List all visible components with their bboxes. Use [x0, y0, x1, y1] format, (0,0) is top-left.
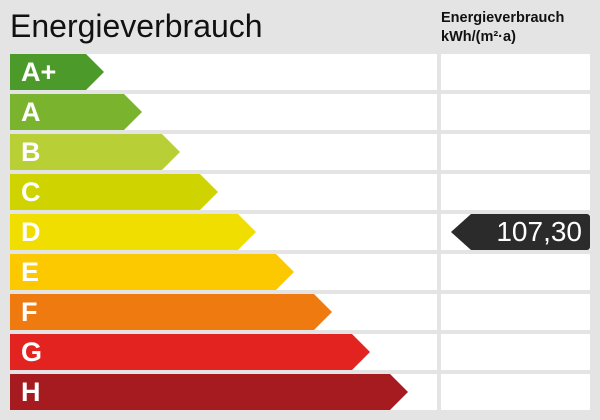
class-lane: H — [10, 374, 437, 410]
class-label: A+ — [21, 57, 57, 87]
class-arrow: B — [10, 134, 180, 170]
class-arrow: F — [10, 294, 332, 330]
class-label: D — [21, 217, 41, 247]
class-lane: A — [10, 94, 437, 130]
class-label: F — [21, 297, 38, 327]
energy-class-row: B — [10, 134, 590, 170]
value-cell — [441, 54, 590, 90]
class-arrow: D — [10, 214, 256, 250]
energy-class-row: D 107,30 — [10, 214, 590, 250]
unit-header-line2: kWh/(m²·a) — [441, 29, 516, 45]
class-arrow: E — [10, 254, 294, 290]
class-lane: F — [10, 294, 437, 330]
class-label: G — [21, 337, 43, 367]
value-cell — [441, 134, 590, 170]
page-title: Energieverbrauch — [10, 8, 263, 44]
value-cell — [441, 94, 590, 130]
energy-class-row: H — [10, 374, 590, 410]
value-cell — [441, 294, 590, 330]
class-lane: B — [10, 134, 437, 170]
unit-header: Energieverbrauch kWh/(m²·a) — [441, 9, 564, 47]
class-lane: D — [10, 214, 437, 250]
class-label: H — [21, 377, 41, 407]
value-cell — [441, 334, 590, 370]
class-lane: C — [10, 174, 437, 210]
class-label: C — [21, 177, 41, 207]
class-arrow: A+ — [10, 54, 104, 90]
class-lane: G — [10, 334, 437, 370]
value-cell — [441, 374, 590, 410]
value-cell — [441, 174, 590, 210]
class-arrow: G — [10, 334, 370, 370]
class-arrow: A — [10, 94, 142, 130]
class-lane: E — [10, 254, 437, 290]
class-label: B — [21, 137, 41, 167]
energy-class-row: F — [10, 294, 590, 330]
value-cell — [441, 254, 590, 290]
energy-class-row: A — [10, 94, 590, 130]
class-label: E — [21, 257, 40, 287]
value-marker: 107,30 — [451, 214, 590, 250]
unit-header-line1: Energieverbrauch — [441, 10, 565, 26]
class-arrow: C — [10, 174, 218, 210]
energy-class-row: C — [10, 174, 590, 210]
energy-class-row: E — [10, 254, 590, 290]
energy-class-row: G — [10, 334, 590, 370]
class-lane: A+ — [10, 54, 437, 90]
class-arrow: H — [10, 374, 408, 410]
class-label: A — [21, 97, 41, 127]
value-text: 107,30 — [496, 216, 582, 247]
energy-class-row: A+ — [10, 54, 590, 90]
